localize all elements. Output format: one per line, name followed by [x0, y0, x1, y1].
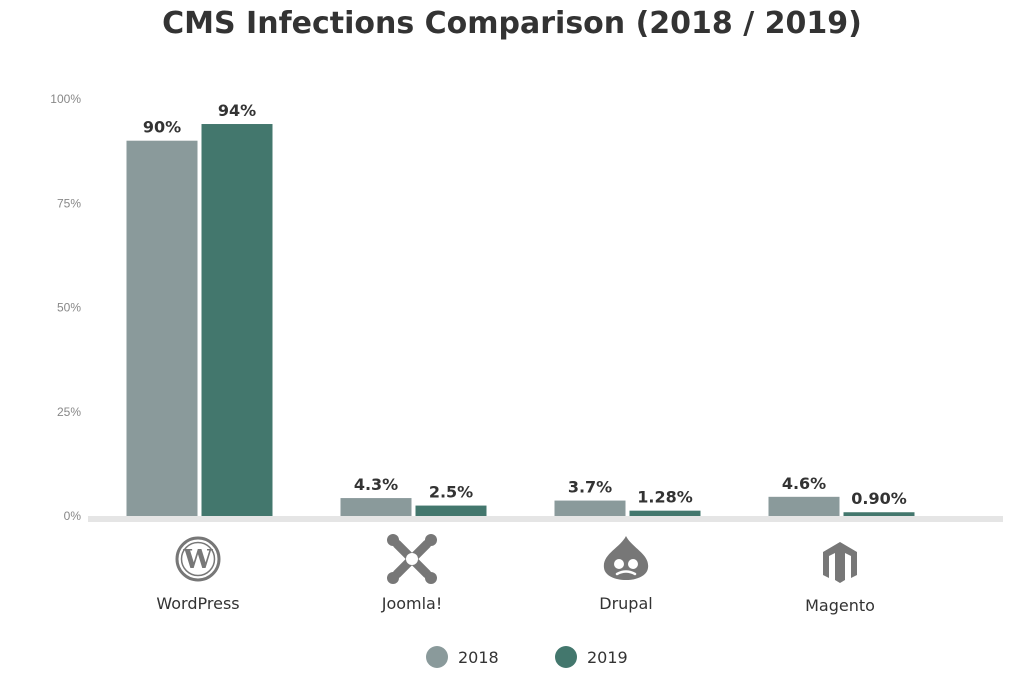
bar-2018-joomla	[340, 498, 412, 516]
bar-2018-wordpress	[126, 140, 198, 516]
data-label: 94%	[218, 101, 256, 120]
legend-label: 2018	[458, 648, 499, 667]
data-label: 2.5%	[429, 483, 473, 502]
y-tick-label: 50%	[57, 301, 81, 315]
wordpress-glyph: W	[182, 545, 213, 575]
legend-label: 2019	[587, 648, 628, 667]
data-label: 90%	[143, 118, 181, 137]
legend-swatch-2019	[555, 646, 577, 668]
data-label: 4.3%	[354, 475, 398, 494]
y-tick-label: 25%	[57, 405, 81, 419]
bar-2018-magento	[768, 496, 840, 516]
wordpress-inner-ring	[180, 541, 216, 577]
wordpress-outer-ring	[175, 536, 221, 582]
drupal-mouth	[615, 570, 637, 576]
joomla-knob	[425, 534, 437, 546]
data-label: 3.7%	[568, 478, 612, 497]
chart-title: CMS Infections Comparison (2018 / 2019)	[162, 6, 862, 41]
y-tick-label: 75%	[57, 196, 81, 210]
x-tick-label: WordPress	[156, 594, 239, 613]
wordpress-icon: W	[175, 536, 221, 582]
data-labels: 90% 4.3% 3.7% 4.6% 94% 2.5% 1.28% 0.90%	[143, 101, 907, 508]
data-label: 0.90%	[851, 489, 907, 508]
joomla-icon	[387, 534, 437, 584]
y-axis: 0% 25% 50% 75% 100%	[50, 92, 81, 523]
legend-swatch-2018	[426, 646, 448, 668]
joomla-knob	[387, 534, 399, 546]
x-tick-label: Drupal	[599, 594, 652, 613]
y-tick-label: 100%	[50, 92, 81, 106]
magento-icon	[823, 542, 857, 583]
x-axis-baseline	[88, 516, 1003, 522]
joomla-knob	[387, 572, 399, 584]
drupal-drop	[603, 536, 649, 580]
y-tick-label: 0%	[64, 509, 82, 523]
bar-2019-magento	[843, 512, 915, 516]
bar-2018-drupal	[554, 500, 626, 516]
legend: 2018 2019	[426, 646, 628, 668]
data-label: 4.6%	[782, 474, 826, 493]
drupal-icon	[603, 536, 649, 580]
joomla-center	[406, 553, 418, 565]
bar-2019-wordpress	[201, 124, 273, 517]
bar-2019-joomla	[415, 505, 487, 516]
x-axis-categories: W WordPress Joomla! Drupal Magento	[156, 534, 875, 615]
bars	[126, 124, 915, 517]
magento-shape	[823, 542, 857, 583]
x-tick-label: Joomla!	[381, 594, 443, 613]
data-label: 1.28%	[637, 488, 693, 507]
x-axis-baseline-bar	[88, 516, 1003, 522]
bar-2019-drupal	[629, 510, 701, 516]
joomla-knob	[425, 572, 437, 584]
drupal-eye	[628, 559, 638, 569]
x-tick-label: Magento	[805, 596, 875, 615]
drupal-eye	[614, 559, 624, 569]
